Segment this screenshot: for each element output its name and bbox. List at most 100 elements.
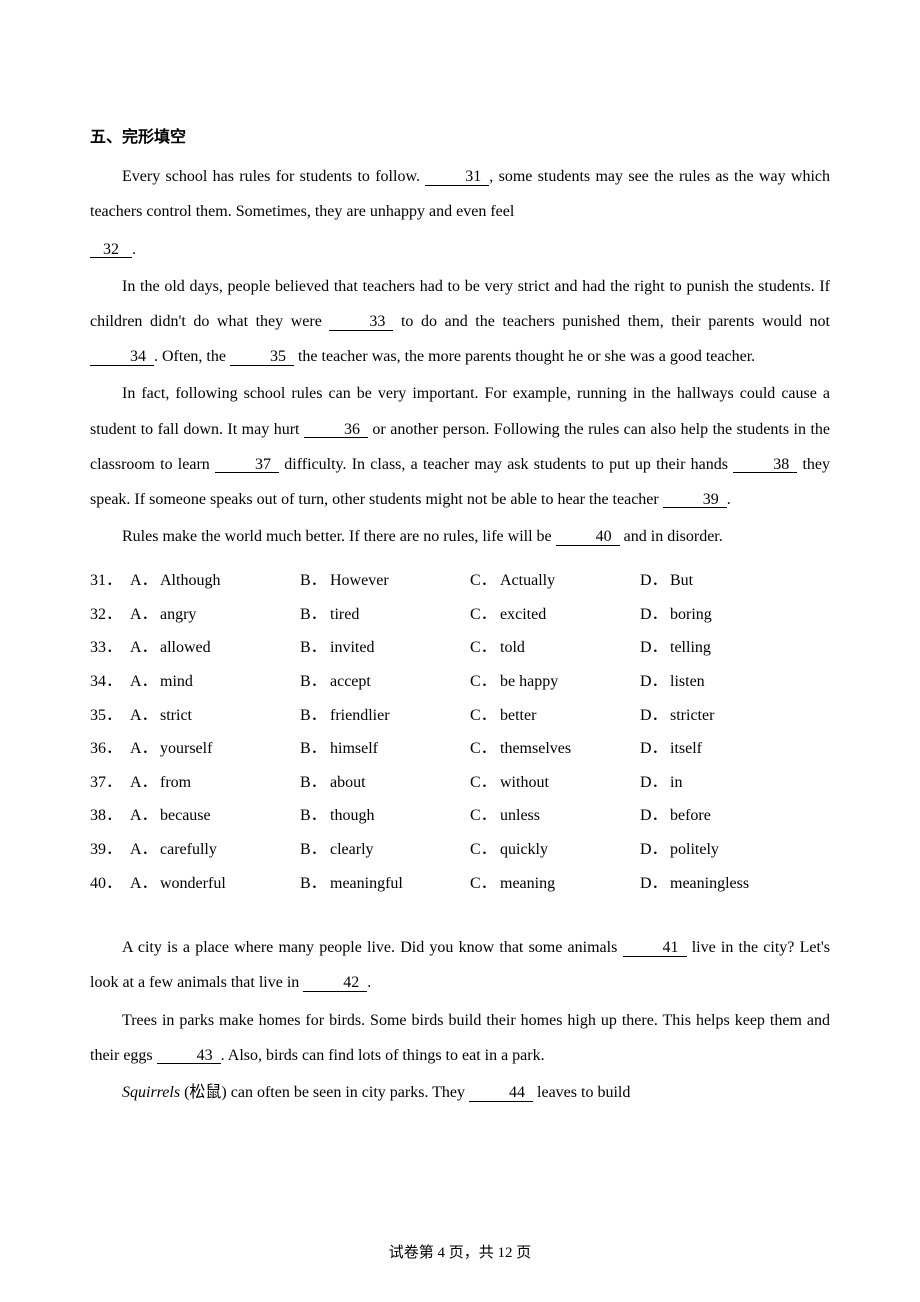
section-title: 五、完形填空 [90,120,830,155]
text: and in disorder. [620,528,723,545]
option-d: D．But [640,564,810,598]
blank-43: 43 [157,1047,221,1065]
footer-suffix: 页 [513,1245,532,1261]
option-row: 31．A．AlthoughB．HoweverC．ActuallyD．But [90,564,830,598]
option-row: 32．A．angryB．tiredC．excitedD．boring [90,598,830,632]
option-a: A．strict [130,699,300,733]
option-b: B．invited [300,631,470,665]
text: difficulty. In class, a teacher may ask … [279,456,733,473]
option-number: 32． [90,598,130,632]
option-a: A．from [130,766,300,800]
option-c: C．meaning [470,867,640,901]
text: . [727,491,731,508]
option-b: B．meaningful [300,867,470,901]
option-d: D．boring [640,598,810,632]
option-b: B．tired [300,598,470,632]
option-a: A．mind [130,665,300,699]
passage1-para1: Every school has rules for students to f… [90,159,830,229]
option-row: 33．A．allowedB．invitedC．toldD．telling [90,631,830,665]
option-b: B．friendlier [300,699,470,733]
passage2-para2: Trees in parks make homes for birds. Som… [90,1003,830,1073]
option-c: C．told [470,631,640,665]
passage2-para3: Squirrels (松鼠) can often be seen in city… [90,1075,830,1110]
text: . [367,974,371,991]
option-a: A．carefully [130,833,300,867]
blank-37: 37 [215,456,279,474]
blank-33: 33 [329,313,393,331]
option-d: D．meaningless [640,867,810,901]
blank-31: 31 [425,168,489,186]
option-number: 39． [90,833,130,867]
blank-39: 39 [663,491,727,509]
text: to do and the teachers punished them, th… [393,313,830,330]
option-row: 40．A．wonderfulB．meaningfulC．meaningD．mea… [90,867,830,901]
option-number: 40． [90,867,130,901]
passage2-para1: A city is a place where many people live… [90,930,830,1000]
option-d: D．in [640,766,810,800]
option-a: A．wonderful [130,867,300,901]
option-b: B．However [300,564,470,598]
footer-middle: 页，共 [445,1245,498,1261]
option-d: D．itself [640,732,810,766]
text: Every school has rules for students to f… [122,168,425,185]
option-c: C．Actually [470,564,640,598]
option-row: 38．A．becauseB．thoughC．unlessD．before [90,799,830,833]
option-c: C．better [470,699,640,733]
option-number: 36． [90,732,130,766]
page-footer: 试卷第 4 页，共 12 页 [0,1241,920,1262]
option-b: B．clearly [300,833,470,867]
text: . Also, birds can find lots of things to… [221,1047,545,1064]
option-c: C．be happy [470,665,640,699]
option-number: 31． [90,564,130,598]
options-block-1: 31．A．AlthoughB．HoweverC．ActuallyD．But32．… [90,564,830,900]
option-b: B．about [300,766,470,800]
passage1-para3: In fact, following school rules can be v… [90,376,830,517]
passage1-para1b: 32. [90,232,830,267]
text: Rules make the world much better. If the… [122,528,556,545]
blank-35: 35 [230,348,294,366]
option-a: A．angry [130,598,300,632]
footer-page-current: 4 [437,1245,445,1261]
option-d: D．stricter [640,699,810,733]
option-c: C．quickly [470,833,640,867]
text: the teacher was, the more parents though… [294,348,755,365]
footer-prefix: 试卷第 [389,1245,438,1261]
text: . Often, the [154,348,230,365]
blank-38: 38 [733,456,797,474]
option-d: D．telling [640,631,810,665]
option-a: A．Although [130,564,300,598]
option-b: B．himself [300,732,470,766]
option-c: C．unless [470,799,640,833]
blank-41: 41 [623,939,687,957]
option-d: D．politely [640,833,810,867]
option-number: 35． [90,699,130,733]
option-d: D．listen [640,665,810,699]
option-number: 38． [90,799,130,833]
footer-page-total: 12 [498,1245,513,1261]
text: leaves to build [533,1084,630,1101]
option-number: 33． [90,631,130,665]
option-row: 37．A．fromB．aboutC．withoutD．in [90,766,830,800]
passage1-para2: In the old days, people believed that te… [90,269,830,375]
option-row: 36．A．yourselfB．himselfC．themselvesD．itse… [90,732,830,766]
option-b: B．accept [300,665,470,699]
option-c: C．themselves [470,732,640,766]
option-a: A．because [130,799,300,833]
blank-34: 34 [90,348,154,366]
option-d: D．before [640,799,810,833]
blank-42: 42 [303,974,367,992]
option-row: 35．A．strictB．friendlierC．betterD．stricte… [90,699,830,733]
blank-40: 40 [556,528,620,546]
text: (松鼠) can often be seen in city parks. Th… [180,1084,469,1101]
passage1-para4: Rules make the world much better. If the… [90,519,830,554]
option-number: 37． [90,766,130,800]
text: A city is a place where many people live… [122,939,623,956]
option-c: C．excited [470,598,640,632]
italic-term: Squirrels [122,1084,180,1101]
option-number: 34． [90,665,130,699]
option-a: A．allowed [130,631,300,665]
text: . [132,241,136,258]
page-content: 五、完形填空 Every school has rules for studen… [0,0,920,1172]
blank-32: 32 [90,241,132,259]
option-row: 34．A．mindB．acceptC．be happyD．listen [90,665,830,699]
